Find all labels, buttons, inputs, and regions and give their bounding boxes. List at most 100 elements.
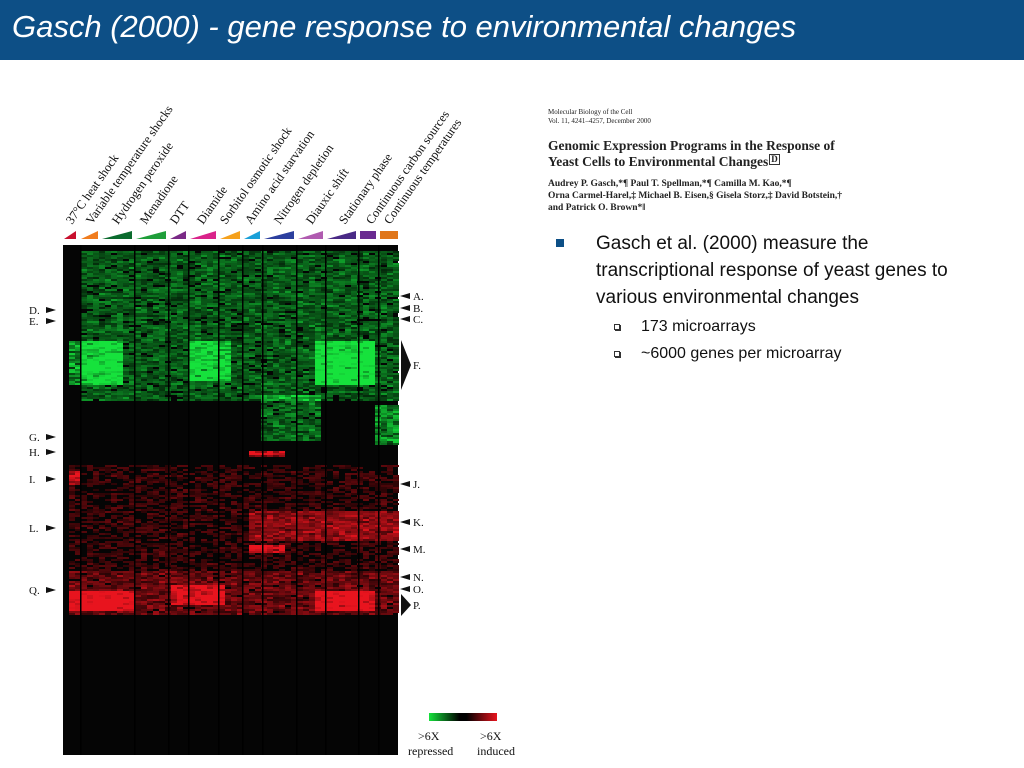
heatmap-cell	[237, 271, 243, 273]
heatmap-cell	[351, 311, 357, 313]
heatmap-cell	[321, 515, 327, 517]
heatmap-cell	[177, 277, 183, 279]
heatmap-cell	[321, 317, 327, 319]
heatmap-cell	[123, 289, 129, 291]
heatmap-cell	[171, 323, 177, 325]
heatmap-cell	[357, 337, 363, 339]
heatmap-cell	[201, 343, 207, 345]
heatmap-cell	[99, 493, 105, 495]
heatmap-cell	[177, 369, 183, 371]
heatmap-cell	[129, 347, 135, 349]
heatmap-cell	[225, 319, 231, 321]
heatmap-cell	[273, 281, 279, 283]
heatmap-cell	[303, 371, 309, 373]
heatmap-cell	[393, 283, 399, 285]
heatmap-cell	[345, 317, 351, 319]
heatmap-cell	[195, 273, 201, 275]
heatmap-cell	[147, 501, 153, 503]
heatmap-cell	[261, 395, 267, 397]
heatmap-cell	[135, 335, 141, 337]
heatmap-cell	[189, 349, 195, 351]
heatmap-cell	[87, 279, 93, 281]
heatmap-cell	[393, 329, 399, 331]
heatmap-cell	[99, 473, 105, 475]
heatmap-cell	[231, 279, 237, 281]
heatmap-cell	[99, 255, 105, 257]
heatmap-cell	[225, 379, 231, 381]
heatmap-cell	[135, 491, 141, 493]
heatmap-cell	[279, 399, 285, 401]
heatmap-cell	[189, 319, 195, 321]
heatmap-cell	[357, 379, 363, 381]
heatmap-cell	[261, 297, 267, 299]
heatmap-cell	[111, 313, 117, 315]
heatmap-cell	[93, 385, 99, 387]
heatmap-cell	[309, 433, 315, 435]
heatmap-cell	[249, 513, 255, 515]
heatmap-cell	[183, 307, 189, 309]
heatmap-cell	[147, 255, 153, 257]
heatmap-cell	[255, 373, 261, 375]
heatmap-cell	[273, 467, 279, 469]
heatmap-cell	[129, 395, 135, 397]
heatmap-cell	[147, 361, 153, 363]
heatmap-cell	[279, 419, 285, 421]
heatmap-cell	[297, 377, 303, 379]
heatmap-cell	[105, 371, 111, 373]
heatmap-cell	[237, 485, 243, 487]
heatmap-cell	[273, 329, 279, 331]
heatmap-cell	[243, 389, 249, 391]
heatmap-cell	[153, 509, 159, 511]
heatmap-cell	[93, 393, 99, 395]
heatmap-cell	[273, 313, 279, 315]
heatmap-cell	[261, 453, 267, 455]
heatmap-cell	[387, 411, 393, 413]
heatmap-cell	[93, 253, 99, 255]
heatmap-cell	[99, 515, 105, 517]
heatmap-cell	[255, 477, 261, 479]
heatmap-cell	[321, 343, 327, 345]
heatmap-cell	[225, 277, 231, 279]
heatmap-cell	[177, 487, 183, 489]
heatmap-cell	[201, 311, 207, 313]
heatmap-cell	[363, 373, 369, 375]
heatmap-cell	[99, 287, 105, 289]
heatmap-cell	[387, 343, 393, 345]
heatmap-cell	[201, 385, 207, 387]
heatmap-cell	[177, 303, 183, 305]
heatmap-cell	[153, 493, 159, 495]
heatmap-cell	[207, 509, 213, 511]
heatmap-cell	[111, 309, 117, 311]
heatmap-cell	[105, 335, 111, 337]
heatmap-cell	[153, 373, 159, 375]
heatmap-cell	[339, 355, 345, 357]
heatmap-cell	[219, 293, 225, 295]
heatmap-cell	[201, 251, 207, 253]
heatmap-cell	[333, 311, 339, 313]
heatmap-cell	[369, 339, 375, 341]
heatmap-cell	[159, 263, 165, 265]
heatmap-cell	[117, 353, 123, 355]
heatmap-cell	[111, 327, 117, 329]
heatmap-cell	[363, 255, 369, 257]
heatmap-cell	[75, 473, 81, 475]
heatmap-cell	[195, 259, 201, 261]
heatmap-cell	[279, 383, 285, 385]
heatmap-cell	[159, 321, 165, 323]
heatmap-cell	[195, 497, 201, 499]
heatmap-cell	[117, 295, 123, 297]
heatmap-cell	[381, 489, 387, 491]
heatmap-cell	[315, 259, 321, 261]
heatmap-cell	[279, 381, 285, 383]
heatmap-cell	[321, 345, 327, 347]
heatmap-cell	[87, 277, 93, 279]
heatmap-cell	[291, 331, 297, 333]
heatmap-cell	[339, 287, 345, 289]
heatmap-cell	[273, 287, 279, 289]
heatmap-cell	[255, 377, 261, 379]
heatmap-cell	[93, 365, 99, 367]
heatmap-cell	[267, 391, 273, 393]
heatmap-cell	[93, 367, 99, 369]
heatmap-cell	[177, 337, 183, 339]
heatmap-cell	[393, 367, 399, 369]
